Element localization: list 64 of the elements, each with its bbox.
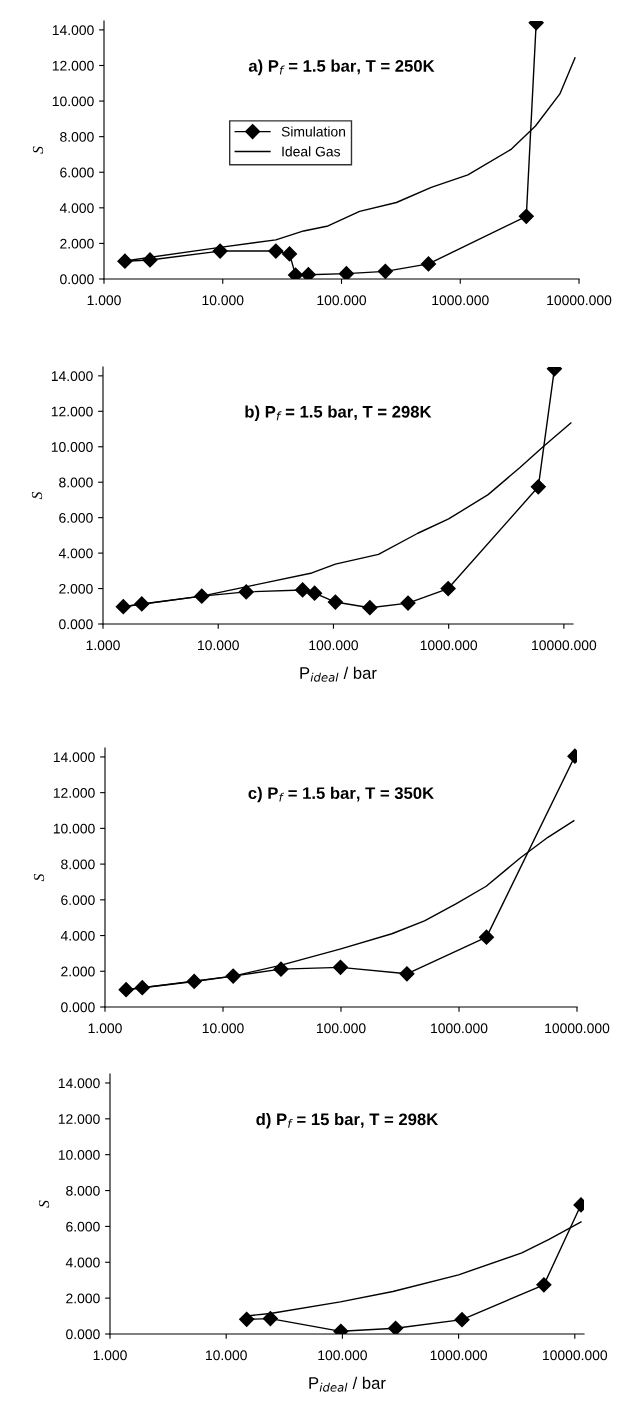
x-tick-label: 1000.000	[430, 1350, 488, 1361]
x-tick-label: 1.000	[93, 1350, 127, 1361]
y-tick-label: 2.000	[60, 238, 94, 249]
x-axis-title: P$_{ideal}$ / bar	[300, 666, 377, 682]
y-tick-label: 2.000	[59, 583, 93, 594]
y-tick-label: 12.000	[58, 1114, 100, 1124]
y-tick-label: 14.000	[51, 371, 93, 382]
x-tick-label: 1.000	[86, 640, 120, 651]
x-tick-label: 10000.000	[543, 1350, 608, 1361]
y-tick-label: 8.000	[59, 477, 93, 488]
y-tick-label: 6.000	[61, 895, 95, 905]
text: b) P$_{f}$ = 1.5 bar, T = 298K	[245, 405, 432, 421]
legend-label: Ideal Gas	[282, 146, 341, 157]
y-axis-title: S	[31, 491, 43, 500]
legend-label: Simulation	[281, 126, 346, 137]
x-tick-label: 1.000	[88, 1023, 122, 1034]
x-tick-label: 10000.000	[545, 1023, 610, 1034]
y-axis-title: S	[32, 146, 44, 154]
x-tick-label: 1000.000	[420, 640, 478, 651]
y-tick-label: 14.000	[52, 25, 94, 36]
y-axis-title: S	[38, 1200, 50, 1208]
y-tick-label: 14.000	[53, 752, 95, 763]
x-tick-label: 100.000	[318, 1350, 367, 1361]
y-tick-label: 10.000	[51, 442, 93, 452]
x-tick-label: 10.000	[202, 295, 244, 306]
y-tick-label: 0.000	[59, 619, 93, 630]
y-tick-label: 6.000	[59, 512, 93, 523]
x-tick-label: 10.000	[206, 1350, 247, 1361]
y-tick-label: 6.000	[60, 167, 94, 178]
y-axis-title: S	[33, 873, 45, 882]
y-tick-label: 0.000	[60, 274, 94, 285]
y-tick-label: 2.000	[61, 966, 95, 977]
y-tick-label: 10.000	[52, 96, 94, 107]
y-tick-label: 12.000	[53, 787, 95, 798]
y-tick-label: 12.000	[51, 406, 93, 417]
x-tick-label: 100.000	[316, 1023, 366, 1034]
x-tick-label: 1000.000	[432, 295, 489, 306]
x-tick-label: 10.000	[198, 640, 239, 651]
x-tick-label: 100.000	[317, 295, 367, 306]
y-tick-label: 0.000	[66, 1329, 100, 1340]
text: a) P$_{f}$ = 1.5 bar, T = 250K	[248, 59, 435, 76]
y-tick-label: 10.000	[53, 823, 95, 834]
x-tick-label: 10000.000	[532, 640, 597, 651]
y-tick-label: 4.000	[59, 203, 94, 213]
text: d) P$_{f}$ = 15 bar, T = 298K	[256, 1112, 439, 1129]
y-tick-label: 2.000	[66, 1293, 100, 1304]
x-tick-label: 1.000	[87, 295, 121, 306]
y-tick-label: 10.000	[58, 1150, 100, 1160]
text: c) P$_{f}$ = 1.5 bar, T = 350K	[248, 786, 434, 803]
y-tick-label: 8.000	[66, 1185, 100, 1196]
y-tick-label: 8.000	[60, 131, 94, 142]
y-tick-label: 0.000	[61, 1002, 95, 1013]
y-tick-label: 4.000	[60, 930, 95, 941]
x-axis-title: P$_{ideal}$ / bar	[309, 1376, 386, 1392]
y-tick-label: 4.000	[58, 548, 93, 559]
y-tick-label: 12.000	[52, 60, 94, 71]
y-tick-label: 8.000	[61, 859, 95, 870]
x-tick-label: 100.000	[309, 640, 358, 651]
x-tick-label: 10000.000	[547, 295, 612, 306]
x-tick-label: 10.000	[202, 1023, 244, 1034]
y-tick-label: 14.000	[58, 1078, 100, 1089]
y-tick-label: 4.000	[65, 1257, 100, 1268]
y-tick-label: 6.000	[66, 1221, 100, 1232]
x-tick-label: 1000.000	[431, 1023, 488, 1034]
